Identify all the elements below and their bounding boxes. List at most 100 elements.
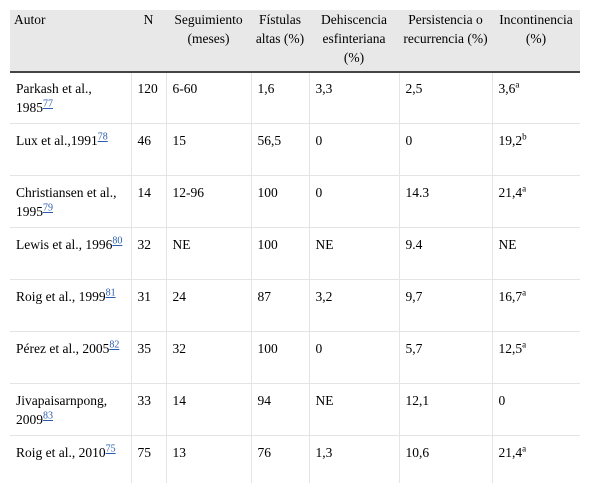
reference-link[interactable]: 77	[43, 99, 53, 110]
footnote-marker: a	[522, 184, 526, 194]
footnote-marker: a	[522, 444, 526, 454]
cell-high-fistulas: 76	[251, 436, 309, 483]
cell-author: Roig et al., 201075	[10, 436, 131, 483]
cell-incontinence: 3,6a	[492, 72, 580, 124]
reference-link[interactable]: 80	[112, 236, 122, 247]
cell-high-fistulas: 94	[251, 384, 309, 436]
cell-incontinence: 12,5a	[492, 332, 580, 384]
cell-high-fistulas: 100	[251, 176, 309, 228]
cell-incontinence: 0	[492, 384, 580, 436]
cell-incontinence: 16,7a	[492, 280, 580, 332]
reference-link[interactable]: 75	[106, 444, 116, 455]
author-name: Pérez et al., 2005	[16, 341, 109, 356]
cell-persistence: 14.3	[399, 176, 492, 228]
results-table-container: Autor N Seguimiento (meses) Fístulas alt…	[10, 10, 580, 483]
footnote-marker: a	[515, 80, 519, 90]
author-name: Christiansen et al., 1995	[16, 185, 116, 219]
incontinence-value: 0	[499, 393, 506, 408]
cell-n: 14	[131, 176, 166, 228]
reference-link[interactable]: 78	[98, 132, 108, 143]
header-author: Autor	[10, 10, 131, 72]
cell-n: 33	[131, 384, 166, 436]
header-high-fistulas: Fístulas altas (%)	[251, 10, 309, 72]
header-followup: Seguimiento (meses)	[166, 10, 251, 72]
reference-link[interactable]: 82	[109, 340, 119, 351]
author-name: Roig et al., 2010	[16, 445, 106, 460]
cell-author: Lux et al.,199178	[10, 124, 131, 176]
cell-incontinence: NE	[492, 228, 580, 280]
cell-high-fistulas: 1,6	[251, 72, 309, 124]
cell-high-fistulas: 87	[251, 280, 309, 332]
cell-n: 75	[131, 436, 166, 483]
cell-author: Jivapaisarnpong, 200983	[10, 384, 131, 436]
incontinence-value: 16,7	[499, 289, 523, 304]
results-table: Autor N Seguimiento (meses) Fístulas alt…	[10, 10, 580, 483]
cell-persistence: 0	[399, 124, 492, 176]
author-name: Roig et al., 1999	[16, 289, 106, 304]
cell-dehiscence: 0	[309, 124, 399, 176]
cell-followup: NE	[166, 228, 251, 280]
header-incontinence: Incontinencia (%)	[492, 10, 580, 72]
reference-link[interactable]: 83	[43, 411, 53, 422]
cell-high-fistulas: 56,5	[251, 124, 309, 176]
header-row: Autor N Seguimiento (meses) Fístulas alt…	[10, 10, 580, 72]
cell-n: 32	[131, 228, 166, 280]
cell-n: 31	[131, 280, 166, 332]
incontinence-value: 21,4	[499, 445, 523, 460]
reference-link[interactable]: 79	[43, 203, 53, 214]
cell-persistence: 5,7	[399, 332, 492, 384]
cell-followup: 14	[166, 384, 251, 436]
incontinence-value: NE	[499, 237, 517, 252]
author-name: Lux et al.,1991	[16, 133, 98, 148]
cell-author: Parkash et al., 198577	[10, 72, 131, 124]
cell-followup: 15	[166, 124, 251, 176]
cell-followup: 32	[166, 332, 251, 384]
cell-incontinence: 19,2b	[492, 124, 580, 176]
cell-high-fistulas: 100	[251, 228, 309, 280]
cell-persistence: 9,7	[399, 280, 492, 332]
header-dehiscence: Dehiscencia esfinteriana (%)	[309, 10, 399, 72]
incontinence-value: 21,4	[499, 185, 523, 200]
cell-persistence: 9.4	[399, 228, 492, 280]
cell-persistence: 2,5	[399, 72, 492, 124]
cell-dehiscence: 0	[309, 332, 399, 384]
cell-author: Roig et al., 199981	[10, 280, 131, 332]
cell-dehiscence: NE	[309, 384, 399, 436]
author-name: Jivapaisarnpong, 2009	[16, 393, 107, 427]
cell-followup: 13	[166, 436, 251, 483]
header-n: N	[131, 10, 166, 72]
cell-n: 35	[131, 332, 166, 384]
cell-followup: 6-60	[166, 72, 251, 124]
cell-n: 120	[131, 72, 166, 124]
cell-incontinence: 21,4a	[492, 436, 580, 483]
cell-persistence: 10,6	[399, 436, 492, 483]
incontinence-value: 12,5	[499, 341, 523, 356]
author-name: Parkash et al., 1985	[16, 81, 92, 115]
cell-persistence: 12,1	[399, 384, 492, 436]
reference-link[interactable]: 81	[106, 288, 116, 299]
header-persistence: Persistencia o recurrencia (%)	[399, 10, 492, 72]
cell-author: Christiansen et al., 199579	[10, 176, 131, 228]
cell-dehiscence: 3,3	[309, 72, 399, 124]
cell-high-fistulas: 100	[251, 332, 309, 384]
footnote-marker: a	[522, 340, 526, 350]
cell-followup: 12-96	[166, 176, 251, 228]
incontinence-value: 3,6	[499, 81, 516, 96]
cell-author: Lewis et al., 199680	[10, 228, 131, 280]
author-name: Lewis et al., 1996	[16, 237, 112, 252]
footnote-marker: a	[522, 288, 526, 298]
cell-dehiscence: 3,2	[309, 280, 399, 332]
cell-followup: 24	[166, 280, 251, 332]
incontinence-value: 19,2	[499, 133, 523, 148]
cell-dehiscence: 1,3	[309, 436, 399, 483]
footnote-marker: b	[522, 132, 527, 142]
cell-dehiscence: NE	[309, 228, 399, 280]
